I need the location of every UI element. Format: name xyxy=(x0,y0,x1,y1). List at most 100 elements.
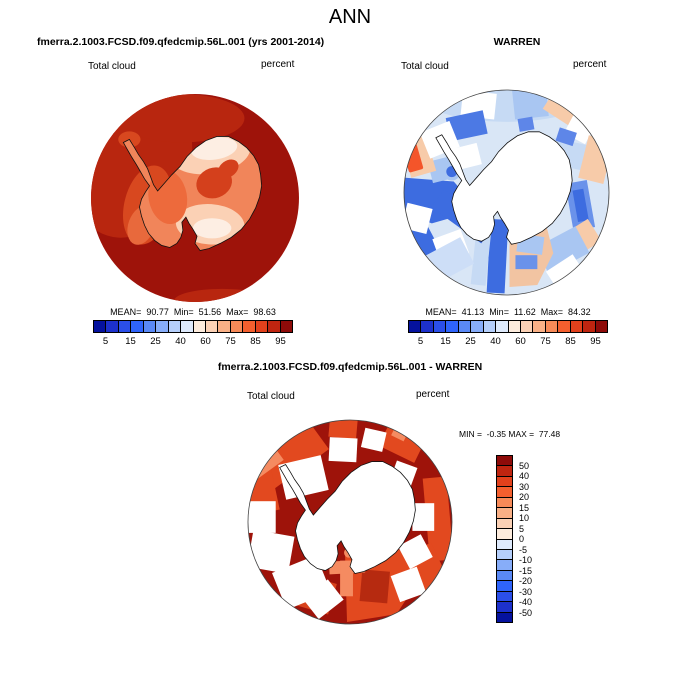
map-boundary-circle xyxy=(247,419,453,625)
colorbar-segment xyxy=(545,321,559,332)
colorbar-tick-label: -5 xyxy=(519,544,528,555)
map-boundary-circle xyxy=(403,89,610,296)
diff-cloud-field xyxy=(247,419,453,625)
colorbar-tick-label: 85 xyxy=(250,336,261,347)
colorbar-segment xyxy=(168,321,182,332)
colorbar-segment xyxy=(570,321,584,332)
colorbar-segment xyxy=(497,508,512,519)
colorbar-tick-label: 85 xyxy=(565,336,576,347)
obs-panel-title: WARREN xyxy=(493,36,541,48)
colorbar-segment xyxy=(156,321,169,332)
model-stats: MEAN= 90.77 Min= 51.56 Max= 98.63 xyxy=(110,307,276,317)
colorbar-segment xyxy=(497,612,512,622)
colorbar-segment xyxy=(583,321,596,332)
colorbar-segment xyxy=(508,321,521,332)
antarctica-coastline xyxy=(122,136,263,251)
colorbar-segment xyxy=(143,321,157,332)
colorbar-segment xyxy=(497,539,512,550)
colorbar-tick-label: -30 xyxy=(519,586,533,597)
colorbar-segment xyxy=(471,321,484,332)
colorbar-tick-label: 15 xyxy=(519,502,530,513)
colorbar-tick-label: -50 xyxy=(519,607,533,618)
antarctica-coastline xyxy=(435,131,573,245)
diff-panel-title: fmerra.2.1003.FCSD.f09.qfedcmip.56L.001 … xyxy=(217,361,483,373)
colorbar-segment xyxy=(193,321,206,332)
colorbar-tick-label: 30 xyxy=(519,481,530,492)
diff-field-label: Total cloud xyxy=(247,391,295,402)
colorbar-segment xyxy=(595,321,607,332)
model-colorbar-ticks: 5 15 25 40 60 75 85 95 xyxy=(93,336,293,348)
colorbar-segment xyxy=(118,321,132,332)
diff-colorbar-labels: 50 40 30 20 15 10 5 0 -5 -10 -15 -20 -30 -40 -50 xyxy=(519,455,549,623)
colorbar-tick-label: 40 xyxy=(175,336,186,347)
colorbar-tick-label: 0 xyxy=(519,534,525,544)
colorbar-tick-label: -20 xyxy=(519,576,533,586)
diff-colorbar xyxy=(496,455,513,623)
colorbar-segment xyxy=(255,321,269,332)
colorbar-segment xyxy=(205,321,219,332)
colorbar-tick-label: 40 xyxy=(490,336,501,347)
model-polar-map xyxy=(91,94,299,302)
colorbar-tick-label: 95 xyxy=(275,336,286,347)
colorbar-segment xyxy=(497,581,512,592)
colorbar-segment xyxy=(497,602,512,613)
colorbar-segment xyxy=(280,321,292,332)
colorbar-tick-label: 60 xyxy=(200,336,211,347)
model-units-label: percent xyxy=(261,59,295,70)
obs-polar-map xyxy=(403,89,610,296)
model-field-label: Total cloud xyxy=(88,61,136,72)
colorbar-tick-label: 10 xyxy=(519,513,530,523)
obs-colorbar-ticks: 5 15 25 40 60 75 85 95 xyxy=(408,336,608,348)
colorbar-tick-label: 25 xyxy=(150,336,161,347)
colorbar-segment xyxy=(497,466,512,477)
colorbar-tick-label: 25 xyxy=(465,336,476,347)
colorbar-segment xyxy=(497,529,512,540)
colorbar-segment xyxy=(446,321,459,332)
colorbar-segment xyxy=(218,321,231,332)
colorbar-segment xyxy=(558,321,571,332)
colorbar-segment xyxy=(497,591,512,603)
model-panel-title: fmerra.2.1003.FCSD.f09.qfedcmip.56L.001 … xyxy=(37,36,325,48)
model-colorbar xyxy=(93,320,293,333)
colorbar-segment xyxy=(131,321,144,332)
colorbar-segment xyxy=(497,549,512,561)
colorbar-segment xyxy=(497,570,512,582)
colorbar-segment xyxy=(458,321,472,332)
colorbar-segment xyxy=(497,487,512,498)
colorbar-tick-label: 75 xyxy=(540,336,551,347)
colorbar-segment xyxy=(497,518,512,530)
colorbar-segment xyxy=(243,321,256,332)
colorbar-tick-label: -15 xyxy=(519,565,533,576)
colorbar-segment xyxy=(497,456,512,467)
colorbar-segment xyxy=(533,321,546,332)
colorbar-segment xyxy=(497,497,512,509)
obs-colorbar xyxy=(408,320,608,333)
colorbar-tick-label: 40 xyxy=(519,471,530,481)
colorbar-tick-label: -10 xyxy=(519,555,533,565)
colorbar-tick-label: 5 xyxy=(417,336,424,347)
antarctica-coastline xyxy=(279,461,416,574)
colorbar-tick-label: 50 xyxy=(519,460,530,471)
diff-polar-map xyxy=(247,419,453,625)
colorbar-segment xyxy=(520,321,534,332)
colorbar-segment xyxy=(268,321,281,332)
colorbar-segment xyxy=(497,476,512,488)
obs-units-label: percent xyxy=(573,59,607,70)
colorbar-segment xyxy=(230,321,244,332)
colorbar-segment xyxy=(421,321,434,332)
colorbar-tick-label: 5 xyxy=(102,336,109,347)
obs-field-label: Total cloud xyxy=(401,61,449,72)
colorbar-tick-label: 75 xyxy=(225,336,236,347)
colorbar-segment xyxy=(497,560,512,571)
colorbar-tick-label: 60 xyxy=(515,336,526,347)
colorbar-tick-label: 20 xyxy=(519,492,530,502)
colorbar-segment xyxy=(181,321,194,332)
colorbar-tick-label: 15 xyxy=(125,336,136,347)
page-title: ANN xyxy=(328,6,372,28)
colorbar-segment xyxy=(94,321,107,332)
colorbar-tick-label: -40 xyxy=(519,597,533,607)
diff-minmax: MIN = -0.35 MAX = 77.48 xyxy=(459,429,561,439)
colorbar-segment xyxy=(483,321,497,332)
colorbar-segment xyxy=(433,321,447,332)
